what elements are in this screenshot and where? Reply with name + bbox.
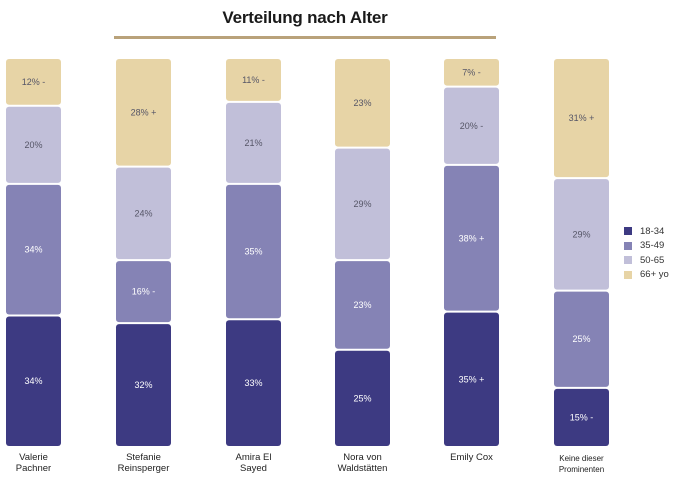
legend-item: 35-49 [624,239,669,254]
data-label: 7% - [462,67,481,77]
data-label: 33% [244,378,262,388]
category-label: Emily Cox [450,452,493,463]
bar-segment-50-65-4 [444,87,499,164]
data-label: 11% - [242,75,265,85]
data-label: 20% - [460,121,484,131]
data-label: 23% [353,300,371,310]
data-label: 21% [244,138,262,148]
legend: 18-34 35-49 50-65 66+ yo [624,224,669,282]
data-label: 12% - [22,77,46,87]
data-label: 31% + [569,113,595,123]
legend-item: 66+ yo [624,268,669,283]
bar-segment-50-65-1 [116,167,171,260]
bar-segment-66-yo-1 [116,59,171,166]
bar-segment-66-yo-5 [554,59,609,178]
legend-swatch [624,227,632,236]
category-label: Stefanie Reinsperger [117,452,170,474]
legend-item: 50-65 [624,253,669,268]
bar-segment-35-49-0 [6,184,61,315]
data-label: 29% [353,199,371,209]
bar-segment-35-49-2 [226,184,281,319]
data-label: 24% [134,208,152,218]
data-label: 25% [572,334,590,344]
data-label: 20% [24,140,42,150]
title-underline [114,36,496,39]
legend-label: 35-49 [640,240,665,252]
bar-segment-18-34-5 [554,388,609,446]
bar-segment-66-yo-2 [226,59,281,101]
bar-segment-50-65-5 [554,179,609,290]
data-label: 35% + [459,374,485,384]
bar-segment-66-yo-4 [444,59,499,86]
bar-segment-18-34-0 [6,316,61,446]
legend-swatch [624,270,632,279]
bar-segment-35-49-1 [116,261,171,323]
legend-item: 18-34 [624,224,669,239]
data-label: 35% [244,247,262,257]
bar-segment-18-34-1 [116,324,171,446]
data-label: 23% [353,98,371,108]
bar-segment-50-65-2 [226,102,281,183]
category-label: Amira El Sayed [235,452,272,474]
legend-label: 50-65 [640,254,665,266]
bar-segment-50-65-0 [6,106,61,183]
data-label: 28% + [131,107,157,117]
data-label: 38% + [459,233,485,243]
data-label: 16% - [132,287,156,297]
bar-segment-35-49-3 [335,261,390,349]
legend-label: 66+ yo [640,269,669,281]
bar-segment-50-65-3 [335,148,390,260]
legend-swatch [624,256,632,265]
data-label: 29% [572,229,590,239]
bar-segment-18-34-3 [335,350,390,446]
bar-segment-66-yo-0 [6,59,61,105]
data-label: 15% - [570,412,594,422]
bar-segment-18-34-2 [226,320,281,446]
data-label: 25% [353,393,371,403]
category-label: Nora von Waldstätten [337,452,388,474]
legend-label: 18-34 [640,225,665,237]
bar-segment-35-49-4 [444,165,499,311]
bar-segment-35-49-5 [554,291,609,387]
data-label: 34% [24,245,42,255]
data-label: 34% [24,376,42,386]
chart-title: Verteilung nach Alter [222,8,388,27]
category-label: Keine dieser Prominenten [558,454,605,474]
legend-swatch [624,241,632,250]
bar-segment-66-yo-3 [335,59,390,147]
data-label: 32% [134,380,152,390]
bar-segment-18-34-4 [444,312,499,446]
category-label: Valerie Pachner [15,452,52,474]
